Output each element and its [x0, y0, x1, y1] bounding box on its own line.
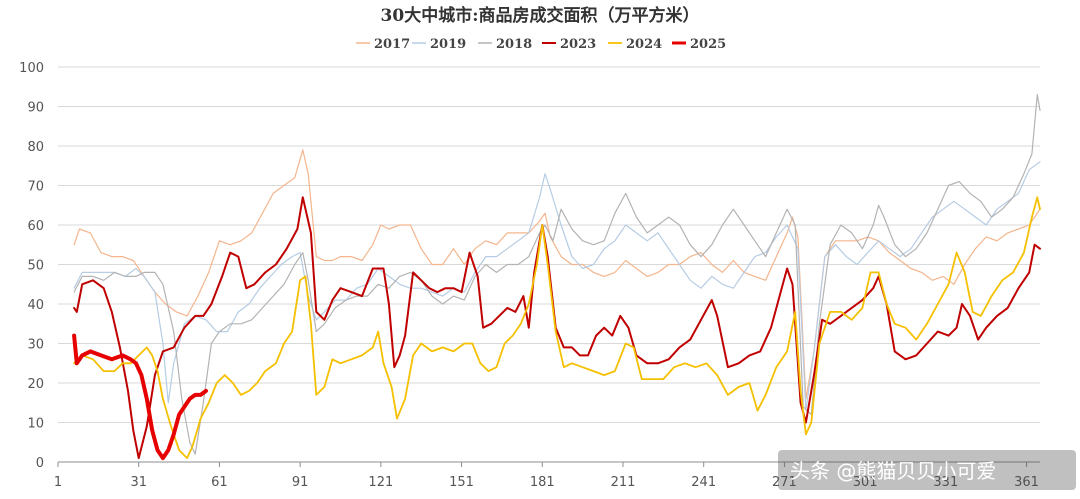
series-line-2025 — [72, 333, 208, 461]
chart-legend: 2017 2019 2018 2023 2024 2025 — [356, 37, 726, 52]
x-tick-label: 31 — [130, 475, 147, 490]
y-tick-label: 60 — [27, 219, 44, 234]
x-tick-label: 331 — [933, 475, 958, 490]
series-line-2024 — [73, 196, 1041, 459]
x-tick-label: 241 — [691, 475, 716, 490]
legend-label-2025: 2025 — [690, 37, 726, 52]
y-tick-label: 20 — [27, 377, 44, 392]
chart-gridlines — [58, 66, 1040, 423]
x-tick-label: 271 — [772, 475, 797, 490]
legend-label-2017: 2017 — [374, 37, 410, 52]
y-tick-label: 30 — [27, 338, 44, 353]
x-tick-label: 151 — [449, 475, 474, 490]
y-tick-label: 10 — [27, 417, 44, 432]
chart-series — [72, 94, 1041, 461]
legend-label-2019: 2019 — [430, 37, 466, 52]
legend-label-2023: 2023 — [560, 37, 596, 52]
x-tick-label: 121 — [368, 475, 393, 490]
x-tick-label: 181 — [530, 475, 555, 490]
legend-label-2024: 2024 — [626, 37, 662, 52]
chart-axes: 0 10 20 30 40 50 60 70 80 90 100 1 31 61 91 121 151 181 21… — [19, 61, 1040, 490]
watermark-backdrop — [778, 450, 1076, 490]
x-tick-label: 211 — [611, 475, 636, 490]
series-line-2017 — [73, 149, 1041, 400]
x-tick-label: 301 — [853, 475, 878, 490]
x-tick-label: 1 — [54, 475, 62, 490]
watermark-text: 头条 @熊猫贝贝小可爱 — [790, 459, 996, 483]
series-line-2023 — [73, 196, 1041, 460]
y-tick-label: 90 — [27, 101, 44, 116]
x-tick-label: 361 — [1014, 475, 1039, 490]
series-line-2018 — [73, 94, 1041, 455]
legend-label-2018: 2018 — [496, 37, 532, 52]
y-tick-label: 70 — [27, 180, 44, 195]
y-tick-label: 100 — [19, 61, 44, 76]
y-tick-label: 50 — [27, 259, 44, 274]
chart-title: 30大中城市:商品房成交面积（万平方米） — [381, 5, 700, 26]
x-tick-label: 91 — [292, 475, 309, 490]
series-line-2019 — [73, 161, 1041, 412]
x-tick-label: 61 — [211, 475, 228, 490]
y-tick-label: 40 — [27, 298, 44, 313]
y-tick-label: 80 — [27, 140, 44, 155]
y-tick-label: 0 — [36, 456, 44, 471]
watermark: 头条 @熊猫贝贝小可爱 — [778, 450, 1076, 490]
